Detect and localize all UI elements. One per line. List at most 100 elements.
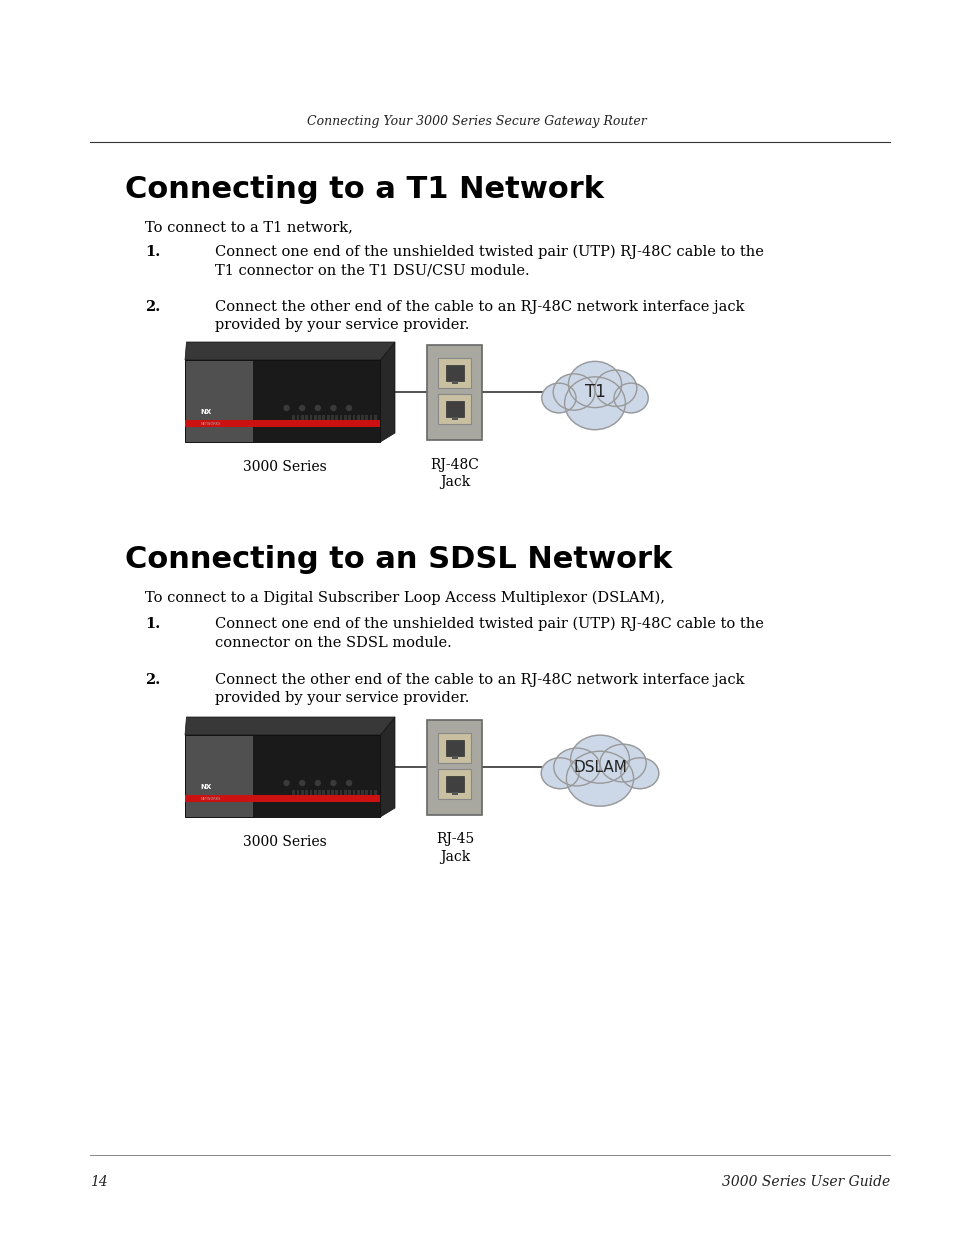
Text: To connect to a T1 network,: To connect to a T1 network,: [145, 220, 353, 233]
Bar: [452, 756, 457, 758]
Bar: [344, 790, 346, 795]
Bar: [356, 790, 359, 795]
Circle shape: [284, 405, 289, 410]
Bar: [305, 790, 308, 795]
Ellipse shape: [599, 745, 645, 782]
Bar: [445, 400, 463, 417]
Ellipse shape: [554, 748, 599, 785]
Text: 14: 14: [90, 1174, 108, 1189]
Text: Connecting to an SDSL Network: Connecting to an SDSL Network: [125, 545, 672, 574]
Circle shape: [331, 405, 335, 410]
Bar: [335, 415, 337, 420]
Bar: [353, 415, 355, 420]
Text: Connect the other end of the cable to an RJ-48C network interface jack
provided : Connect the other end of the cable to an…: [214, 673, 743, 705]
Bar: [348, 415, 351, 420]
Circle shape: [284, 781, 289, 785]
Text: To connect to a Digital Subscriber Loop Access Multiplexor (DSLAM),: To connect to a Digital Subscriber Loop …: [145, 592, 664, 605]
Circle shape: [299, 405, 304, 410]
Text: NETWORKS: NETWORKS: [200, 422, 221, 426]
Bar: [427, 345, 482, 440]
Bar: [348, 790, 351, 795]
Text: Connecting Your 3000 Series Secure Gateway Router: Connecting Your 3000 Series Secure Gatew…: [307, 115, 646, 128]
Bar: [374, 790, 376, 795]
Circle shape: [315, 781, 320, 785]
Text: 3000 Series: 3000 Series: [243, 459, 327, 474]
Bar: [344, 415, 346, 420]
Bar: [374, 415, 376, 420]
Bar: [445, 364, 463, 382]
Bar: [445, 740, 463, 756]
Bar: [365, 790, 368, 795]
Ellipse shape: [568, 362, 621, 408]
Bar: [310, 790, 312, 795]
Bar: [361, 415, 363, 420]
Bar: [293, 415, 294, 420]
Polygon shape: [185, 342, 395, 359]
Polygon shape: [253, 359, 380, 442]
Text: T1: T1: [584, 383, 605, 401]
Text: Connect one end of the unshielded twisted pair (UTP) RJ-48C cable to the
T1 conn: Connect one end of the unshielded twiste…: [214, 245, 763, 278]
Bar: [301, 790, 303, 795]
Text: NETWORKS: NETWORKS: [200, 797, 221, 802]
Bar: [310, 415, 312, 420]
Ellipse shape: [540, 758, 578, 789]
Text: NX: NX: [200, 784, 212, 790]
Ellipse shape: [614, 383, 647, 412]
Bar: [370, 790, 372, 795]
Text: 2.: 2.: [145, 300, 160, 314]
Polygon shape: [380, 342, 395, 442]
Circle shape: [331, 781, 335, 785]
Bar: [361, 790, 363, 795]
Bar: [296, 415, 299, 420]
Text: 2.: 2.: [145, 673, 160, 687]
Ellipse shape: [570, 735, 629, 783]
Bar: [318, 415, 320, 420]
Bar: [296, 790, 299, 795]
Bar: [322, 415, 325, 420]
Polygon shape: [253, 735, 380, 818]
Bar: [331, 415, 334, 420]
Circle shape: [346, 781, 352, 785]
Bar: [438, 358, 471, 388]
Bar: [339, 415, 342, 420]
Bar: [314, 415, 316, 420]
Bar: [305, 415, 308, 420]
Circle shape: [299, 781, 304, 785]
Bar: [314, 790, 316, 795]
Bar: [438, 769, 471, 799]
Bar: [327, 415, 329, 420]
Ellipse shape: [541, 383, 576, 412]
Text: DSLAM: DSLAM: [573, 760, 626, 774]
Bar: [339, 790, 342, 795]
Ellipse shape: [553, 374, 595, 410]
Bar: [293, 790, 294, 795]
Text: 1.: 1.: [145, 618, 160, 631]
Text: Connecting to a T1 Network: Connecting to a T1 Network: [125, 175, 603, 204]
Bar: [445, 776, 463, 793]
Bar: [335, 790, 337, 795]
Bar: [438, 394, 471, 425]
Polygon shape: [185, 420, 380, 427]
Circle shape: [346, 405, 352, 410]
Text: 1.: 1.: [145, 245, 160, 259]
Bar: [331, 790, 334, 795]
Text: Connect one end of the unshielded twisted pair (UTP) RJ-48C cable to the
connect: Connect one end of the unshielded twiste…: [214, 618, 763, 650]
Text: Connect the other end of the cable to an RJ-48C network interface jack
provided : Connect the other end of the cable to an…: [214, 300, 743, 332]
Ellipse shape: [620, 758, 659, 789]
Text: NX: NX: [200, 409, 212, 415]
Bar: [301, 415, 303, 420]
Bar: [452, 793, 457, 795]
Bar: [427, 720, 482, 815]
Text: 3000 Series: 3000 Series: [243, 835, 327, 848]
Text: RJ-45
Jack: RJ-45 Jack: [436, 832, 474, 863]
Text: RJ-48C
Jack: RJ-48C Jack: [430, 457, 479, 489]
Bar: [322, 790, 325, 795]
Ellipse shape: [566, 751, 633, 806]
Bar: [452, 417, 457, 420]
Polygon shape: [185, 718, 395, 735]
Polygon shape: [380, 718, 395, 818]
Polygon shape: [185, 735, 253, 818]
Bar: [365, 415, 368, 420]
Bar: [353, 790, 355, 795]
Circle shape: [315, 405, 320, 410]
